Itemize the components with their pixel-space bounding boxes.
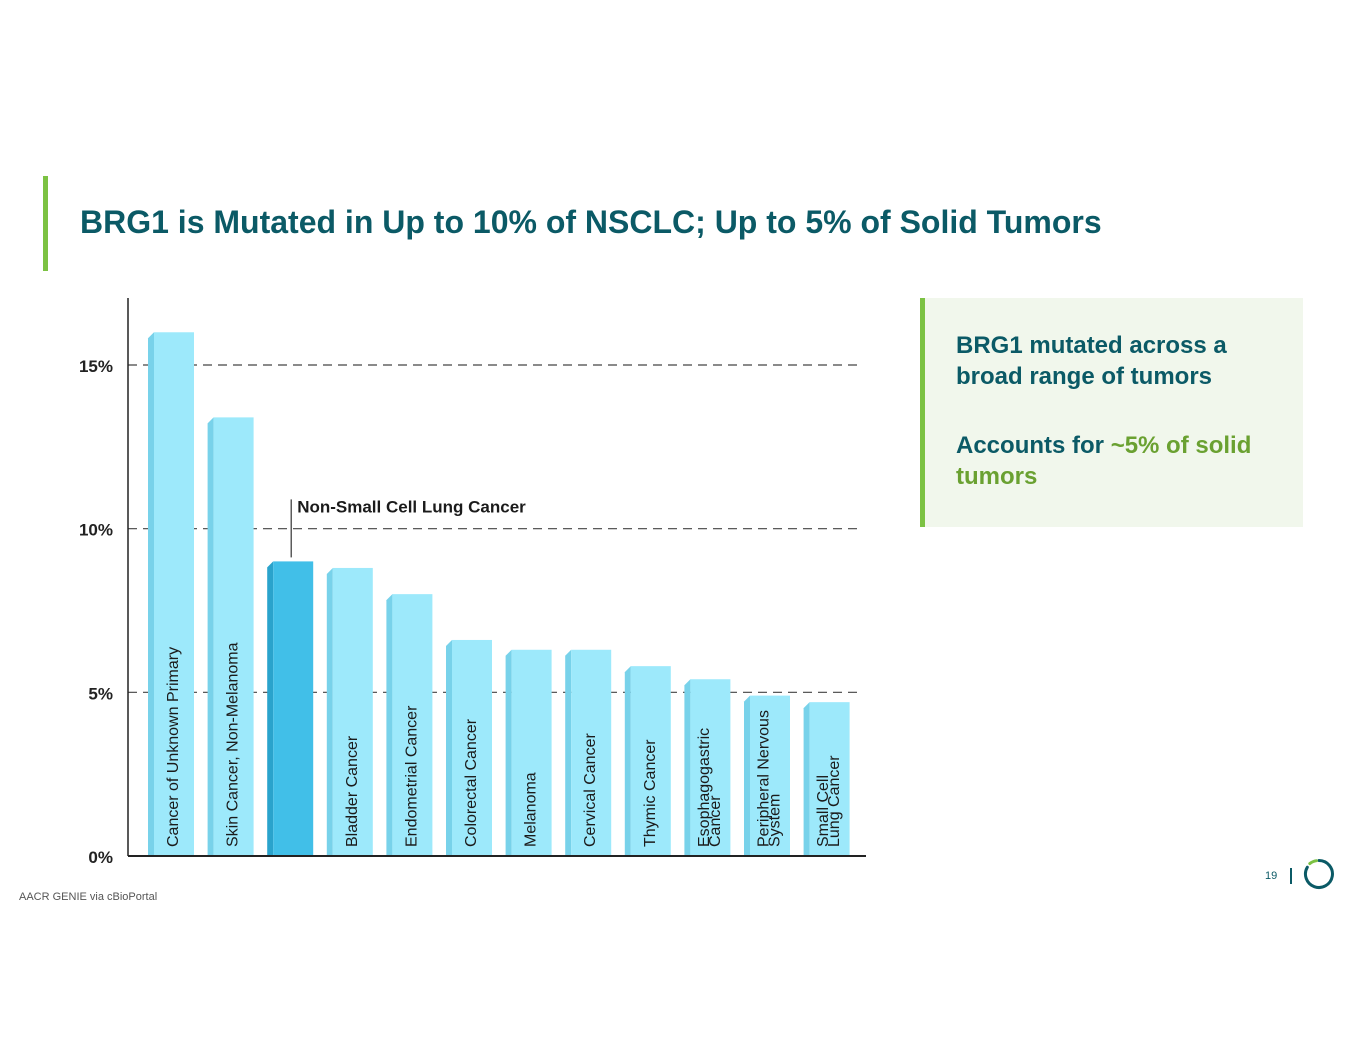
source-citation: AACR GENIE via cBioPortal — [19, 891, 158, 903]
bar — [273, 561, 314, 856]
bar-side — [624, 666, 631, 856]
callout-line-1: BRG1 mutated across a broad range of tum… — [956, 332, 1227, 390]
bar-label: System — [767, 794, 784, 847]
callout-line-2-prefix: Accounts for — [956, 432, 1111, 459]
bar-side — [684, 679, 691, 856]
title-accent-bar — [43, 176, 48, 271]
bar — [690, 679, 731, 856]
bar — [571, 649, 612, 856]
page-title: BRG1 is Mutated in Up to 10% of NSCLC; U… — [80, 204, 1102, 240]
bar-side — [744, 695, 750, 856]
bar-side — [267, 561, 274, 856]
bar — [750, 695, 790, 856]
bar — [392, 594, 433, 856]
bar — [452, 639, 492, 856]
callout-highlight: ~5% of solid tumors — [956, 432, 1252, 490]
bar-label: Melanoma — [523, 772, 540, 847]
bar — [332, 567, 373, 856]
bar-label: Thymic Cancer — [642, 739, 659, 847]
bar-side — [207, 417, 214, 856]
page-number-divider — [1290, 868, 1292, 884]
bar — [630, 666, 671, 856]
bar-side — [326, 567, 333, 856]
bar — [154, 332, 194, 856]
bar-label: Cancer of Unknown Primary — [165, 647, 182, 847]
y-tick-label: 5% — [88, 684, 113, 703]
annotation-label: Non-Small Cell Lung Cancer — [297, 497, 526, 516]
y-tick-label: 0% — [88, 848, 113, 867]
bar — [213, 417, 254, 856]
page-number: 19 — [1265, 870, 1278, 882]
bar-label: Cancer — [707, 795, 724, 847]
bar-side — [505, 649, 512, 856]
mutation-frequency-bar-chart: 0% 5% 10% 15% Cancer of Unknown Primary Skin … — [79, 298, 866, 867]
y-tick-label: 15% — [79, 357, 113, 376]
bar-side — [148, 332, 154, 856]
y-tick-label: 10% — [79, 521, 113, 540]
bar-label: Esophagogastric — [696, 728, 713, 847]
bar-label: Bladder Cancer — [344, 735, 361, 847]
bar-label: Colorectal Cancer — [463, 718, 480, 847]
bar-side — [446, 639, 452, 856]
bar-side — [565, 649, 572, 856]
bar-label: Lung Cancer — [826, 755, 843, 847]
bar-side — [803, 702, 810, 856]
bar-label: Cervical Cancer — [582, 733, 599, 847]
bar-label: Skin Cancer, Non-Melanoma — [225, 642, 242, 847]
bar — [511, 649, 552, 856]
bar — [809, 702, 850, 856]
bar-side — [386, 594, 393, 856]
callout-line-2: Accounts for ~5% of solid tumors — [956, 430, 1273, 492]
bar-label: Small Cell — [815, 775, 832, 847]
bar-label: Endometrial Cancer — [403, 705, 420, 847]
company-logo-icon — [1304, 859, 1334, 889]
callout-box: BRG1 mutated across a broad range of tum… — [920, 298, 1303, 527]
bar-label: Peripheral Nervous — [756, 710, 773, 847]
